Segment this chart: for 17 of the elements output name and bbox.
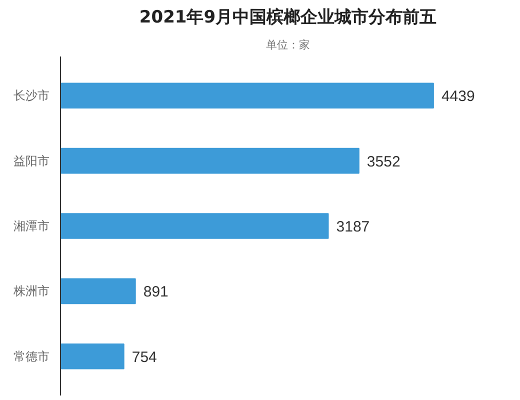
data-label: 754	[132, 348, 157, 366]
data-label: 3187	[336, 218, 370, 236]
bar	[60, 213, 329, 239]
data-label: 4439	[441, 88, 475, 106]
bar	[60, 278, 136, 304]
chart-subtitle: 单位：家	[266, 38, 310, 52]
bar	[60, 344, 124, 370]
chart-title: 2021年9月中国槟榔企业城市分布前五	[139, 8, 437, 28]
data-label: 891	[143, 284, 168, 301]
y-tick-label: 长沙市	[14, 88, 50, 103]
data-label: 3552	[366, 153, 400, 170]
y-tick-label: 益阳市	[14, 154, 50, 168]
bar	[60, 148, 360, 174]
y-tick-label: 株洲市	[12, 284, 50, 298]
bar	[60, 82, 434, 108]
y-tick-label: 常德市	[14, 349, 50, 364]
y-tick-label: 湘潭市	[14, 219, 50, 233]
